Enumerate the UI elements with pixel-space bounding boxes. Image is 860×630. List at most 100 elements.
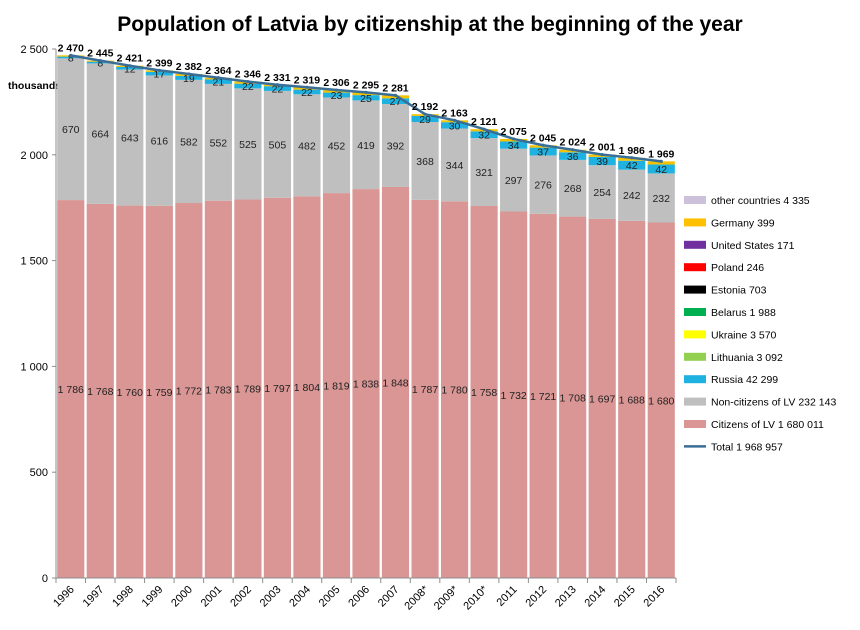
bar-russia-2014 xyxy=(588,156,616,166)
bar-non-citizens-of-lv-2003 xyxy=(263,90,292,198)
y-axis-unit-label: thousands xyxy=(8,80,61,92)
data-label-russia-1996: 8 xyxy=(68,52,74,64)
data-label-citizens-of-lv-2012: 1 721 xyxy=(530,391,556,403)
total-label-1998: 2 421 xyxy=(117,53,143,65)
legend-swatch-russia-42-299 xyxy=(684,375,706,384)
bar-non-citizens-of-lv-1998 xyxy=(116,69,144,206)
total-point-2009 xyxy=(452,118,457,122)
total-point-2005 xyxy=(334,88,339,92)
data-label-citizens-of-lv-2005: 1 819 xyxy=(323,381,349,393)
total-label-2012: 2 045 xyxy=(530,132,556,144)
total-label-2011: 2 075 xyxy=(500,126,526,138)
data-label-non-citizens-of-lv-2003: 505 xyxy=(269,139,287,151)
total-point-2000 xyxy=(187,72,191,76)
x-tick-label-2014: 2014 xyxy=(583,584,609,610)
bar-russia-2013 xyxy=(559,152,587,160)
bar-non-citizens-of-lv-1997 xyxy=(86,63,114,204)
data-label-non-citizens-of-lv-2012: 276 xyxy=(534,180,552,192)
data-label-non-citizens-of-lv-2010: 321 xyxy=(475,167,493,179)
data-label-non-citizens-of-lv-2007: 392 xyxy=(387,140,405,152)
legend-label-united-states-171: United States 171 xyxy=(711,240,795,252)
bar-non-citizens-of-lv-2001 xyxy=(204,83,232,201)
bar-russia-1997 xyxy=(86,61,114,64)
data-label-citizens-of-lv-2015: 1 688 xyxy=(619,394,645,406)
bar-citizens-of-lv-2015 xyxy=(618,220,646,578)
total-label-2002: 2 346 xyxy=(235,69,261,81)
data-label-citizens-of-lv-2010: 1 758 xyxy=(471,387,497,399)
legend: other countries 4 335 Germany 399 United S… xyxy=(684,195,836,453)
x-tick-label-2008: 2008* xyxy=(402,583,431,612)
x-tick-label-2010: 2010* xyxy=(461,583,490,612)
bar-citizens-of-lv-2016 xyxy=(647,222,675,578)
data-label-non-citizens-of-lv-2004: 482 xyxy=(298,140,316,152)
bar-russia-2001 xyxy=(204,79,232,84)
legend-label-belarus-1-988: Belarus 1 988 xyxy=(711,307,776,319)
total-point-1999 xyxy=(157,68,161,72)
total-point-2014 xyxy=(600,152,604,157)
legend-label-poland-246: Poland 246 xyxy=(711,262,764,274)
data-label-russia-2012: 37 xyxy=(537,147,549,159)
x-tick-label-2001: 2001 xyxy=(199,584,225,610)
data-label-citizens-of-lv-2004: 1 804 xyxy=(294,382,320,394)
total-label-2009: 2 163 xyxy=(441,107,467,119)
y-tick-label-2500: 2 500 xyxy=(20,44,48,56)
data-label-russia-2000: 19 xyxy=(183,73,195,85)
total-label-1997: 2 445 xyxy=(87,48,113,60)
total-label-1999: 2 399 xyxy=(146,57,172,69)
data-label-non-citizens-of-lv-2011: 297 xyxy=(505,175,523,187)
bar-russia-2006 xyxy=(352,95,380,101)
data-label-citizens-of-lv-2013: 1 708 xyxy=(560,392,586,404)
data-label-russia-1998: 12 xyxy=(124,63,136,75)
bar-russia-2003 xyxy=(263,86,292,91)
data-label-citizens-of-lv-2001: 1 783 xyxy=(205,384,231,396)
data-label-russia-2003: 22 xyxy=(272,84,284,96)
data-label-citizens-of-lv-1997: 1 768 xyxy=(87,386,113,398)
total-label-2001: 2 364 xyxy=(205,65,231,77)
y-tick-label-1000: 1 000 xyxy=(20,361,48,373)
data-label-russia-2004: 22 xyxy=(301,87,313,99)
bar-citizens-of-lv-2011 xyxy=(500,211,528,578)
chart-title: Population of Latvia by citizenship at t… xyxy=(117,13,742,36)
bar-non-citizens-of-lv-2004 xyxy=(293,94,321,197)
x-tick-label-2000: 2000 xyxy=(169,584,195,610)
bar-citizens-of-lv-1996 xyxy=(57,200,85,578)
bar-non-citizens-of-lv-2010 xyxy=(470,138,498,206)
bar-non-citizens-of-lv-2015 xyxy=(618,169,646,221)
data-label-russia-2009: 30 xyxy=(449,120,461,132)
bar-russia-2008 xyxy=(411,115,439,123)
data-label-russia-2006: 25 xyxy=(360,93,372,105)
total-label-2016: 1 969 xyxy=(648,148,674,160)
legend-label-estonia-703: Estonia 703 xyxy=(711,285,767,297)
bar-citizens-of-lv-1998 xyxy=(116,205,144,578)
bar-citizens-of-lv-2003 xyxy=(263,197,292,578)
data-label-russia-2001: 21 xyxy=(213,77,225,89)
total-label-2006: 2 295 xyxy=(353,79,379,91)
total-point-2016 xyxy=(659,159,663,163)
total-label-2000: 2 382 xyxy=(176,61,202,73)
total-label-2010: 2 121 xyxy=(471,116,497,128)
legend-swatch-belarus-1-988 xyxy=(684,308,706,316)
legend-swatch-lithuania-3-092 xyxy=(684,352,706,361)
bar-non-citizens-of-lv-1996 xyxy=(57,58,85,201)
x-tick-label-2004: 2004 xyxy=(287,584,313,610)
data-label-non-citizens-of-lv-2009: 344 xyxy=(446,160,464,172)
bar-citizens-of-lv-1997 xyxy=(86,203,114,578)
x-tick-label-1997: 1997 xyxy=(81,584,107,610)
data-label-non-citizens-of-lv-2015: 242 xyxy=(623,190,641,202)
data-label-citizens-of-lv-2003: 1 797 xyxy=(264,383,290,395)
legend-label-germany-399: Germany 399 xyxy=(711,217,775,229)
bar-non-citizens-of-lv-2008 xyxy=(411,122,439,200)
data-label-non-citizens-of-lv-1999: 616 xyxy=(151,136,169,148)
segment-labels-layer: 1 786 670 8 1 768 664 8 1 760 643 12 1 759 616 17 1 … xyxy=(58,52,675,407)
bar-citizens-of-lv-2005 xyxy=(322,193,351,578)
data-label-non-citizens-of-lv-2000: 582 xyxy=(180,136,198,148)
y-tick-label-0: 0 xyxy=(42,573,48,585)
bar-russia-2004 xyxy=(293,89,321,95)
data-label-russia-1997: 8 xyxy=(97,58,103,70)
data-label-non-citizens-of-lv-2006: 419 xyxy=(357,140,375,152)
bar-citizens-of-lv-2000 xyxy=(175,203,203,579)
data-label-citizens-of-lv-2014: 1 697 xyxy=(589,393,615,405)
legend-swatch-ukraine-3-570 xyxy=(684,330,706,339)
total-label-2015: 1 986 xyxy=(619,145,645,157)
data-label-citizens-of-lv-2016: 1 680 xyxy=(648,395,674,407)
